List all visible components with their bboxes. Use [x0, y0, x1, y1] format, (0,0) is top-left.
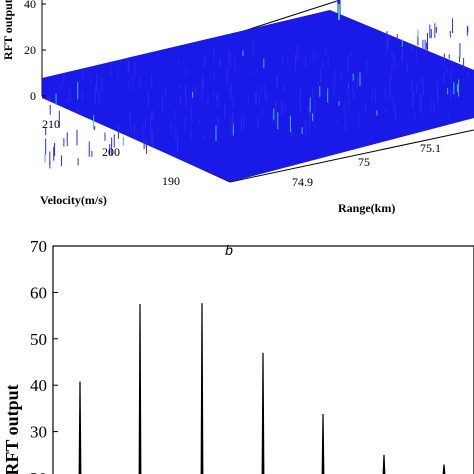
- z-tick-label: 0: [30, 89, 36, 103]
- velocity-axis-title: Velocity(m/s): [40, 193, 107, 207]
- surface-body: [42, 10, 474, 182]
- velocity-axis: 210 200 190 Velocity(m/s): [40, 117, 180, 207]
- line-plot: 70 60 50 40 30 20 RFT output: [2, 237, 474, 474]
- spike-mark: [382, 454, 386, 474]
- y-axis: 70 60 50 40 30 20: [30, 237, 58, 474]
- range-tick-label: 75: [358, 155, 370, 169]
- y-axis-title: RFT output: [2, 384, 22, 474]
- z-axis-title: RFT output: [1, 0, 15, 60]
- y-tick-label: 30: [30, 423, 47, 442]
- surface-spikes: [44, 18, 469, 169]
- y-tick-label: 40: [30, 376, 47, 395]
- spike-mark: [261, 352, 265, 474]
- z-tick-label: 40: [24, 0, 36, 11]
- spike-series: [78, 303, 446, 474]
- range-tick-label: 74.9: [292, 175, 313, 189]
- panel-letter: b: [225, 242, 233, 258]
- surface-plot: 0 20 40 RFT output 210 200 190 Velocity(…: [1, 0, 474, 215]
- velocity-tick-label: 210: [42, 117, 60, 131]
- spike-mark: [442, 464, 446, 474]
- range-tick-label: 75.1: [420, 141, 441, 155]
- z-axis: 0 20 40 RFT output: [1, 0, 46, 103]
- range-axis-title: Range(km): [338, 201, 395, 215]
- z-tick-label: 20: [24, 43, 36, 57]
- y-tick-label: 60: [30, 283, 47, 302]
- plot-frame: [52, 245, 474, 474]
- y-tick-label: 50: [30, 330, 47, 349]
- velocity-tick-label: 200: [102, 145, 120, 159]
- y-tick-label: 20: [30, 469, 47, 474]
- spike-mark: [138, 304, 142, 474]
- range-axis: 74.9 75 75.1 Range(km): [292, 141, 441, 215]
- spike-mark: [321, 413, 325, 474]
- velocity-tick-label: 190: [162, 174, 180, 188]
- box-front-edge: [229, 129, 474, 183]
- spike-mark: [200, 303, 204, 474]
- spike-mark: [78, 381, 82, 474]
- y-tick-label: 70: [30, 237, 47, 256]
